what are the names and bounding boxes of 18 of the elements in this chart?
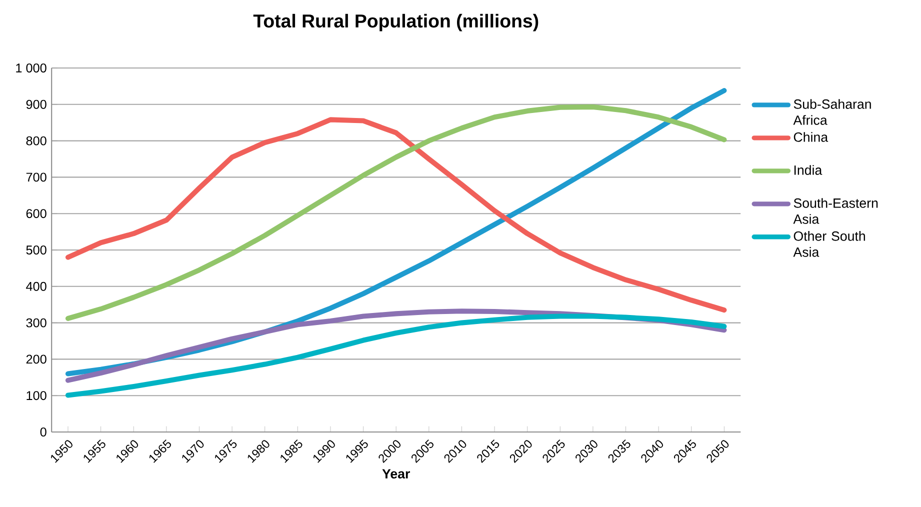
legend-label: India — [794, 165, 822, 175]
y-tick-label: 600 — [26, 209, 46, 218]
y-tick-label: 1 000 — [16, 64, 46, 72]
y-tick-label: 100 — [26, 391, 46, 400]
y-tick-label: 300 — [26, 318, 46, 328]
y-tick-label: 400 — [26, 282, 46, 291]
chart-title: Total Rural Population (millions) — [253, 14, 538, 32]
x-axis-title: Year — [382, 469, 410, 479]
y-tick-label: 200 — [26, 354, 46, 364]
legend-label: China — [794, 132, 828, 142]
legend-label: South-Eastern Asia — [793, 198, 878, 224]
y-tick-label: 900 — [26, 100, 46, 109]
legend-label: Other South Asia — [793, 231, 865, 257]
legend-label: Sub-Saharan Africa — [793, 99, 871, 125]
y-tick-label: 0 — [40, 428, 46, 436]
y-tick-label: 500 — [26, 246, 46, 254]
y-tick-label: 800 — [26, 136, 46, 146]
y-tick-label: 700 — [26, 172, 46, 182]
